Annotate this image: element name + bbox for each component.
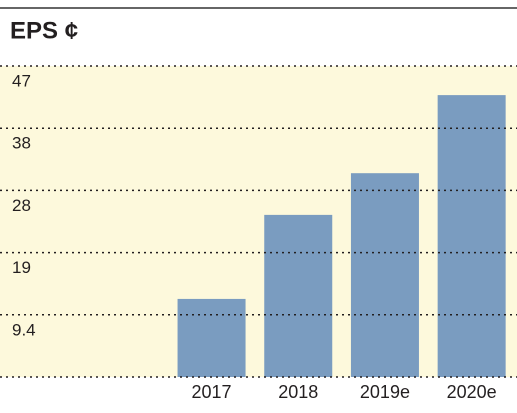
bar bbox=[437, 95, 506, 377]
x-tick-label: 2018 bbox=[278, 382, 318, 402]
y-tick-label: 28 bbox=[12, 196, 31, 215]
bar bbox=[264, 214, 333, 377]
y-tick-label: 47 bbox=[12, 71, 31, 90]
x-tick-label: 2017 bbox=[192, 382, 232, 402]
bar bbox=[177, 298, 246, 377]
chart-title: EPS ¢ bbox=[10, 17, 78, 44]
x-tick-label: 2020e bbox=[447, 382, 497, 402]
y-tick-label: 9.4 bbox=[12, 320, 36, 339]
bar bbox=[350, 173, 419, 377]
y-tick-label: 38 bbox=[12, 134, 31, 153]
y-tick-label: 19 bbox=[12, 258, 31, 277]
plot-background bbox=[0, 66, 517, 377]
x-tick-label: 2019e bbox=[360, 382, 410, 402]
